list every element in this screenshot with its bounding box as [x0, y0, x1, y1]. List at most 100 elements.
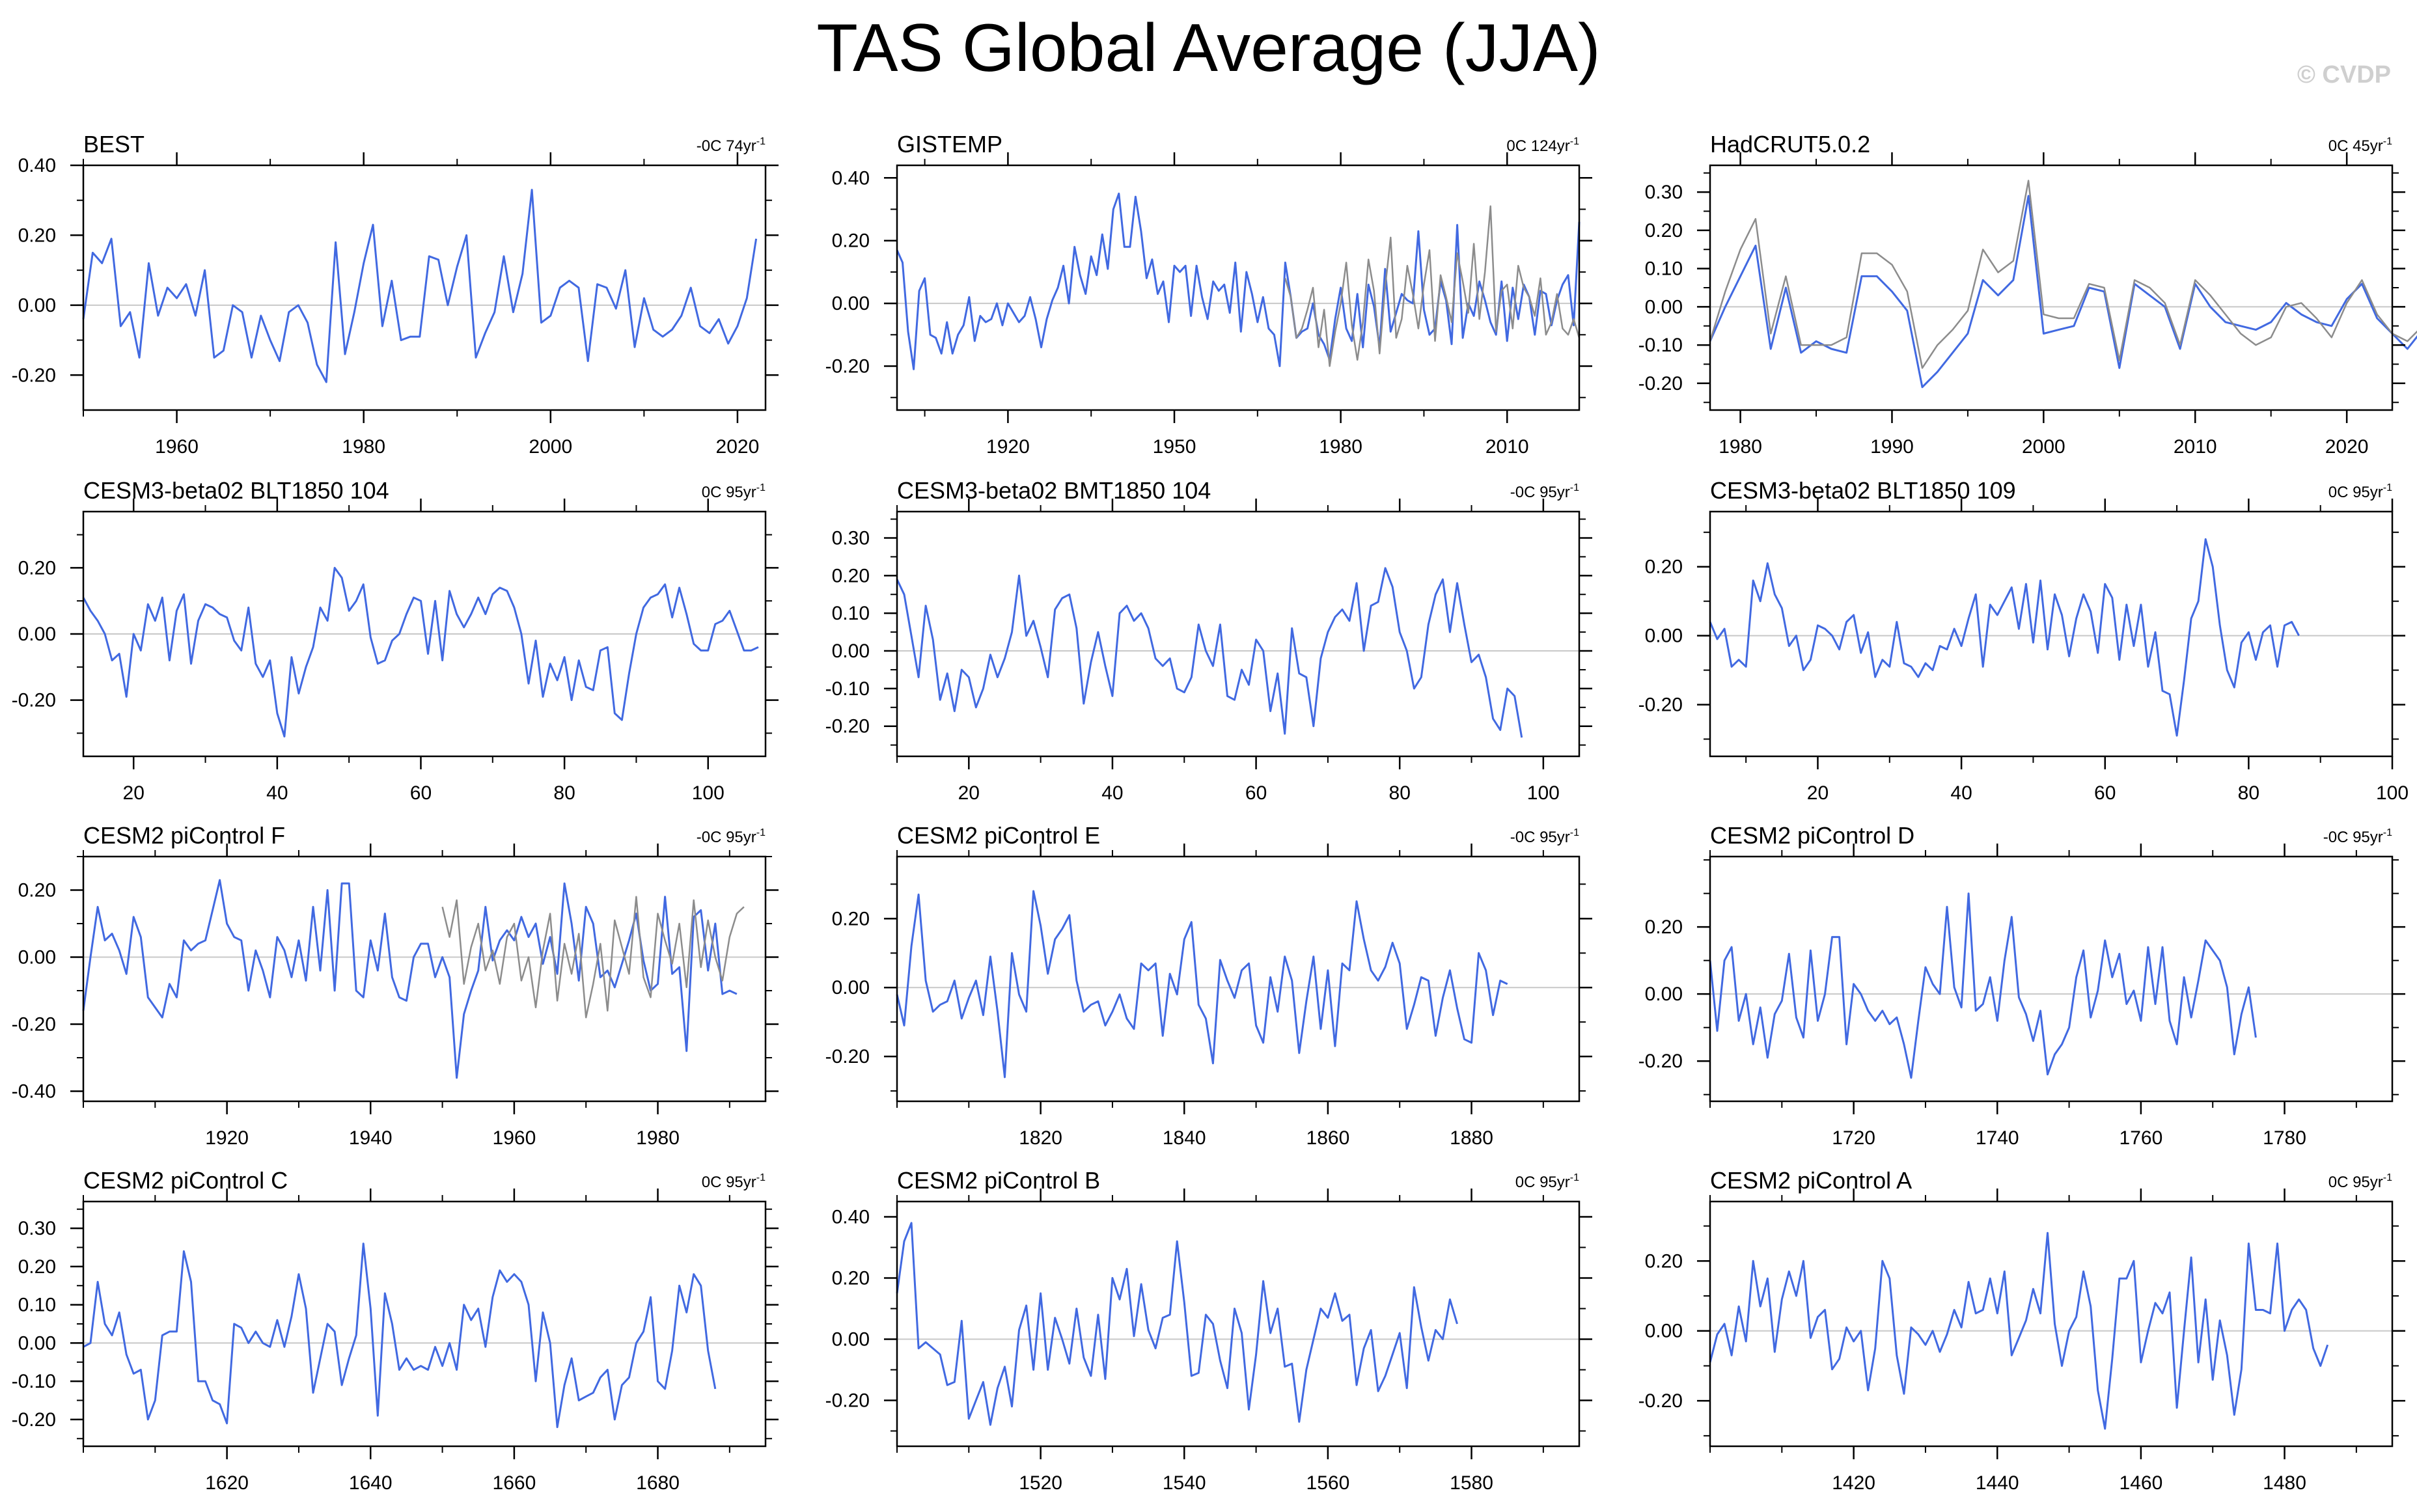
y-tick-label: -0.20 [12, 690, 56, 711]
trend-label-sup: -1 [1570, 827, 1579, 838]
trend-label-sup: -1 [2383, 827, 2392, 838]
chart-panel-8: CESM2 piControl D -0C 95yr-1 0.20 0.00 -0.20… [1638, 822, 2405, 1149]
x-tick-label: 100 [1527, 782, 1560, 804]
x-tick-label: 1960 [155, 436, 199, 458]
x-tick-label: 60 [2094, 782, 2116, 804]
trend-label-text: 0C 95yr [2328, 484, 2383, 501]
y-tick-label: 0.20 [832, 908, 870, 929]
plot-frame [1709, 510, 2394, 758]
x-tick-label: 20 [958, 782, 980, 804]
x-tick-label: 80 [1389, 782, 1411, 804]
series-line-HadCRUT5-secondary [1709, 180, 2417, 369]
x-tick-label: 1460 [2120, 1472, 2163, 1494]
panel-title: BEST [83, 131, 145, 158]
trend-label-text: 0C 95yr [702, 484, 756, 501]
panel-title: CESM2 piControl A [1710, 1167, 1912, 1194]
chart-panel-2: HadCRUT5.0.2 0C 45yr-1 0.30 0.20 0.10 0.00 -0.… [1638, 131, 2417, 458]
trend-label-text: -0C 95yr [2323, 829, 2383, 846]
trend-label-sup: -1 [2383, 136, 2392, 147]
y-tick-label: 0.20 [18, 225, 56, 246]
x-tick-label: 1420 [1832, 1472, 1875, 1494]
y-tick-label: 0.00 [1645, 1321, 1683, 1342]
trend-label: 0C 45yr-1 [2328, 136, 2392, 155]
y-tick-label: 0.30 [18, 1218, 56, 1239]
panel-title: CESM2 piControl B [897, 1167, 1100, 1194]
plot-frame [896, 855, 1581, 1103]
x-tick-label: 1940 [349, 1127, 393, 1149]
trend-label: -0C 74yr-1 [697, 136, 766, 155]
plot-frame [82, 1200, 767, 1448]
trend-label: 0C 124yr-1 [1506, 136, 1579, 155]
y-tick-label: 0.00 [18, 947, 56, 969]
x-tick-label: 40 [266, 782, 288, 804]
trend-label: -0C 95yr-1 [1510, 482, 1579, 501]
panel-title: CESM2 piControl E [897, 822, 1100, 849]
trend-label: 0C 95yr-1 [702, 1172, 766, 1191]
trend-label-sup: -1 [756, 1172, 766, 1183]
x-tick-label: 1860 [1306, 1127, 1350, 1149]
trend-label-sup: -1 [2383, 482, 2392, 493]
trend-label: 0C 95yr-1 [702, 482, 766, 501]
y-tick-label: -0.20 [1638, 1390, 1683, 1412]
y-tick-label: -0.20 [1638, 694, 1683, 716]
x-tick-label: 1840 [1163, 1127, 1206, 1149]
y-tick-label: -0.20 [825, 1046, 870, 1067]
series-line-D [1709, 892, 2257, 1079]
y-tick-label: 0.10 [1645, 258, 1683, 280]
plot-frame [896, 164, 1581, 411]
trend-label: 0C 95yr-1 [1515, 1172, 1579, 1191]
x-tick-label: 60 [410, 782, 432, 804]
series-line-BEST [82, 189, 758, 383]
x-tick-label: 2010 [2174, 436, 2217, 458]
x-tick-label: 1560 [1306, 1472, 1350, 1494]
x-tick-label: 1780 [2263, 1127, 2306, 1149]
y-tick-label: -0.20 [12, 364, 56, 386]
x-tick-label: 1980 [636, 1127, 680, 1149]
series-line-B [896, 1222, 1458, 1426]
y-tick-label: 0.40 [832, 167, 870, 189]
panel-title: CESM3-beta02 BLT1850 109 [1710, 477, 2016, 504]
y-tick-label: 0.20 [1645, 557, 1683, 578]
chart-panel-3: CESM3-beta02 BLT1850 104 0C 95yr-1 0.20 0.0… [12, 477, 779, 804]
chart-panel-10: CESM2 piControl B 0C 95yr-1 0.40 0.20 0.00 -0… [825, 1167, 1592, 1494]
series-line-A [1709, 1231, 2329, 1430]
x-tick-label: 1640 [349, 1472, 393, 1494]
y-tick-label: 0.30 [832, 527, 870, 549]
y-tick-label: -0.20 [1638, 373, 1683, 394]
plot-frame [1709, 164, 2394, 411]
x-tick-label: 80 [553, 782, 575, 804]
trend-label-text: -0C 95yr [697, 829, 756, 846]
x-tick-label: 1520 [1019, 1472, 1062, 1494]
trend-label: -0C 95yr-1 [2323, 827, 2392, 846]
panel-title: CESM2 piControl C [83, 1167, 288, 1194]
y-tick-label: 0.40 [18, 155, 56, 176]
x-tick-label: 1760 [2120, 1127, 2163, 1149]
y-tick-label: 0.00 [832, 977, 870, 998]
y-tick-label: 0.20 [18, 880, 56, 901]
x-tick-label: 1920 [205, 1127, 249, 1149]
x-tick-label: 1980 [1319, 436, 1362, 458]
x-tick-label: 1720 [1832, 1127, 1875, 1149]
chart-panel-7: CESM2 piControl E -0C 95yr-1 0.20 0.00 -0.20… [825, 822, 1592, 1149]
y-tick-label: 0.20 [832, 1268, 870, 1289]
y-tick-label: 0.30 [1645, 182, 1683, 203]
chart-panel-6: CESM2 piControl F -0C 95yr-1 0.20 0.00 -0.20… [12, 822, 779, 1149]
x-tick-label: 40 [1950, 782, 1972, 804]
y-tick-label: 0.00 [18, 624, 56, 645]
series-line-BMT1850-104 [896, 567, 1523, 738]
y-tick-label: 0.20 [1645, 220, 1683, 241]
series-line-GISTEMP [896, 192, 1581, 370]
plot-frame [1709, 1200, 2394, 1448]
x-tick-label: 1660 [493, 1472, 536, 1494]
trend-label-text: -0C 74yr [697, 137, 756, 155]
y-tick-label: -0.20 [825, 356, 870, 378]
series-line-E [896, 890, 1508, 1079]
x-tick-label: 1440 [1976, 1472, 2019, 1494]
y-tick-label: -0.20 [12, 1014, 56, 1036]
x-tick-label: 1680 [636, 1472, 680, 1494]
x-tick-label: 100 [692, 782, 725, 804]
y-tick-label: 0.20 [18, 1256, 56, 1278]
series-line-BLT1850-104 [82, 566, 759, 737]
series-line-F [82, 879, 738, 1079]
trend-label-text: -0C 95yr [1510, 829, 1570, 846]
